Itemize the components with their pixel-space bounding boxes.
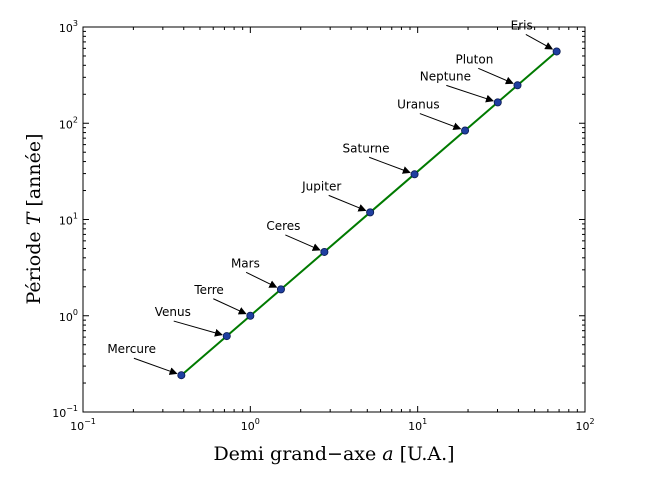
data-point-neptune bbox=[493, 98, 502, 107]
label-eris: Eris bbox=[511, 18, 533, 32]
data-point-eris bbox=[552, 47, 561, 56]
data-point-mars bbox=[276, 285, 285, 294]
data-point-mercure bbox=[177, 371, 186, 380]
data-point-pluton bbox=[513, 81, 522, 90]
y-tick-label: 10−1 bbox=[52, 404, 78, 420]
data-point-terre bbox=[246, 311, 255, 320]
arrow-terre bbox=[213, 298, 247, 315]
plot-frame bbox=[82, 26, 586, 413]
label-mars: Mars bbox=[231, 256, 260, 270]
arrow-neptune bbox=[446, 84, 494, 103]
arrow-venus bbox=[173, 320, 223, 337]
arrow-mercure bbox=[133, 357, 178, 375]
arrow-eris bbox=[525, 34, 554, 50]
label-jupiter: Jupiter bbox=[301, 179, 341, 193]
y-tick-label: 101 bbox=[59, 212, 78, 228]
data-point-jupiter bbox=[366, 208, 375, 217]
data-point-ceres bbox=[320, 247, 329, 256]
x-tick-label: 102 bbox=[575, 417, 594, 433]
arrow-jupiter bbox=[328, 194, 367, 212]
arrow-pluton bbox=[478, 67, 514, 85]
label-neptune: Neptune bbox=[420, 69, 471, 83]
label-pluton: Pluton bbox=[455, 52, 493, 66]
label-uranus: Uranus bbox=[397, 98, 440, 112]
x-tick-label: 100 bbox=[241, 417, 260, 433]
arrow-uranus bbox=[419, 113, 462, 131]
label-terre: Terre bbox=[193, 283, 223, 297]
arrow-saturne bbox=[368, 156, 411, 174]
x-tick-label: 10−1 bbox=[70, 417, 96, 433]
label-ceres: Ceres bbox=[266, 219, 300, 233]
label-venus: Venus bbox=[155, 305, 191, 319]
label-saturne: Saturne bbox=[343, 141, 390, 155]
data-point-venus bbox=[222, 332, 231, 341]
tick-labels: 10−1 100 101 102 10−1 100 101 102 103 bbox=[52, 19, 594, 433]
series bbox=[177, 47, 561, 380]
label-mercure: Mercure bbox=[107, 342, 156, 356]
x-tick-label: 101 bbox=[408, 417, 427, 433]
y-tick-label: 103 bbox=[59, 19, 78, 35]
arrow-ceres bbox=[285, 234, 321, 251]
x-axis-title: Demi grand−axe a [U.A.] bbox=[213, 443, 454, 465]
arrow-mars bbox=[245, 271, 278, 288]
ticks bbox=[82, 26, 586, 413]
data-point-uranus bbox=[461, 126, 470, 135]
data-point-saturne bbox=[410, 170, 419, 179]
y-tick-label: 102 bbox=[59, 115, 78, 131]
y-axis-title: Période T [année] bbox=[23, 133, 45, 304]
y-tick-label: 100 bbox=[59, 308, 78, 324]
